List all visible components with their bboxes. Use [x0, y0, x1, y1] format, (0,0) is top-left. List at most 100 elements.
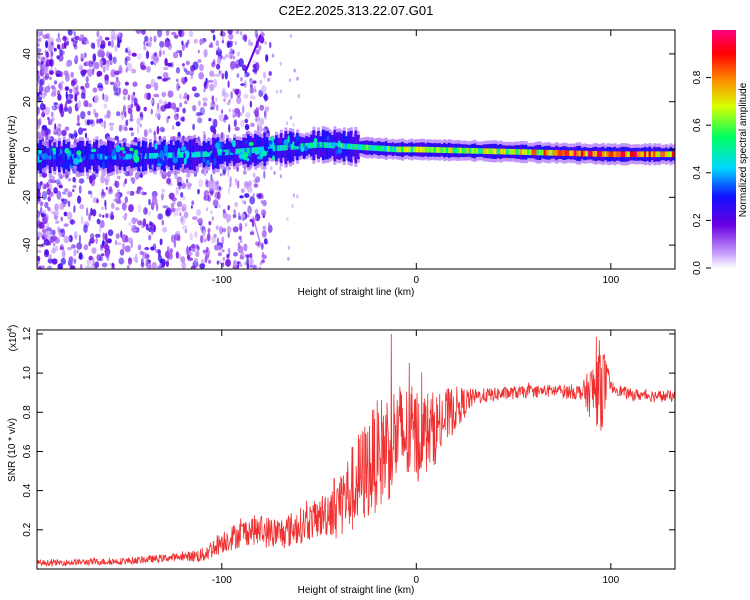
noise-speckle	[234, 107, 240, 114]
noise-speckle	[218, 204, 221, 209]
band-core	[240, 148, 244, 154]
noise-speckle	[127, 237, 133, 244]
noise-speckle	[184, 228, 188, 234]
noise-speckle	[243, 200, 247, 205]
noise-speckle	[85, 76, 89, 83]
band-core	[583, 150, 587, 157]
noise-speckle	[158, 259, 164, 263]
noise-speckle	[232, 114, 235, 119]
band-core	[363, 144, 367, 151]
band-core	[191, 151, 195, 158]
noise-speckle	[103, 94, 109, 103]
band-core	[550, 149, 554, 156]
band-blob	[81, 146, 84, 156]
noise-speckle	[213, 118, 218, 128]
noise-speckle	[42, 34, 48, 39]
band-core	[622, 151, 626, 158]
noise-speckle	[53, 242, 56, 247]
noise-speckle	[182, 78, 186, 85]
band-core	[349, 143, 353, 150]
colorbar-tick-label: 0.4	[692, 165, 703, 179]
band-core	[606, 151, 610, 157]
noise-speckle	[249, 87, 254, 94]
noise-speckle	[124, 196, 128, 204]
noise-speckle	[153, 224, 156, 233]
noise-speckle	[227, 168, 230, 178]
noise-speckle	[109, 81, 115, 85]
noise-speckle	[139, 250, 144, 256]
noise-speckle	[157, 265, 160, 269]
band-core	[450, 147, 454, 154]
noise-speckle	[60, 216, 63, 222]
noise-speckle	[214, 73, 221, 77]
noise-speckle	[54, 203, 59, 212]
noise-speckle	[146, 66, 151, 73]
band-core	[125, 153, 129, 160]
noise-speckle	[118, 124, 123, 132]
noise-speckle	[97, 49, 102, 58]
noise-speckle	[115, 76, 119, 81]
noise-speckle	[164, 209, 170, 217]
noise-speckle	[131, 217, 137, 225]
band-blob	[59, 149, 63, 155]
band-core	[492, 148, 496, 155]
noise-speckle	[215, 225, 219, 231]
noise-speckle	[112, 56, 117, 64]
noise-speckle	[160, 193, 164, 201]
band-core	[573, 150, 577, 157]
noise-speckle	[158, 99, 163, 105]
noise-speckle	[57, 226, 60, 232]
noise-speckle	[153, 35, 157, 43]
noise-speckle	[136, 53, 143, 60]
spectrogram-ticks: -100 0 100 -40 -20 0 20 40	[22, 30, 675, 286]
band-core	[226, 149, 230, 156]
noise-speckle	[116, 111, 121, 117]
noise-speckle	[221, 109, 224, 114]
noise-speckle	[184, 92, 188, 100]
colorbar: 0.0 0.2 0.4 0.6 0.8 Normalized spectral ampl…	[692, 30, 749, 275]
noise-speckle	[109, 125, 114, 132]
noise-speckle	[255, 107, 259, 114]
band-blob	[258, 146, 263, 155]
band-blob	[326, 136, 330, 141]
noise-speckle	[44, 249, 49, 256]
noise-speckle	[182, 107, 186, 114]
band-core	[156, 152, 159, 159]
band-core	[144, 153, 148, 159]
band-core	[471, 148, 475, 154]
noise-speckle	[56, 73, 61, 78]
noise-speckle	[58, 83, 62, 89]
noise-speckle	[141, 30, 146, 35]
noise-speckle	[249, 257, 254, 266]
noise-speckle	[53, 187, 58, 194]
noise-speckle	[255, 49, 260, 55]
y-tick-label: 0.6	[22, 444, 33, 458]
noise-speckle	[45, 33, 51, 40]
noise-speckle	[208, 79, 214, 83]
noise-speckle	[146, 261, 152, 269]
noise-speckle	[255, 264, 258, 269]
noise-speckle	[215, 50, 218, 56]
band-core	[359, 144, 363, 150]
noise-speckle	[67, 30, 73, 36]
noise-speckle	[45, 40, 49, 49]
noise-speckle	[51, 235, 57, 242]
band-core	[153, 152, 157, 159]
noise-speckle	[212, 100, 215, 105]
noise-speckle	[175, 230, 181, 236]
noise-speckle	[268, 71, 272, 76]
noise-speckle	[238, 235, 242, 240]
snr-series-line	[37, 333, 675, 568]
noise-speckle	[136, 117, 141, 126]
noise-speckle	[110, 69, 116, 78]
y-tick-label: 1.0	[22, 366, 33, 380]
noise-speckle	[200, 235, 204, 244]
noise-speckle	[175, 186, 179, 196]
band-core	[149, 153, 152, 159]
band-core	[60, 153, 64, 160]
noise-speckle	[100, 253, 105, 257]
noise-speckle	[227, 232, 230, 238]
band-blob	[288, 146, 291, 153]
noise-speckle	[246, 256, 249, 266]
noise-speckle	[227, 205, 230, 211]
